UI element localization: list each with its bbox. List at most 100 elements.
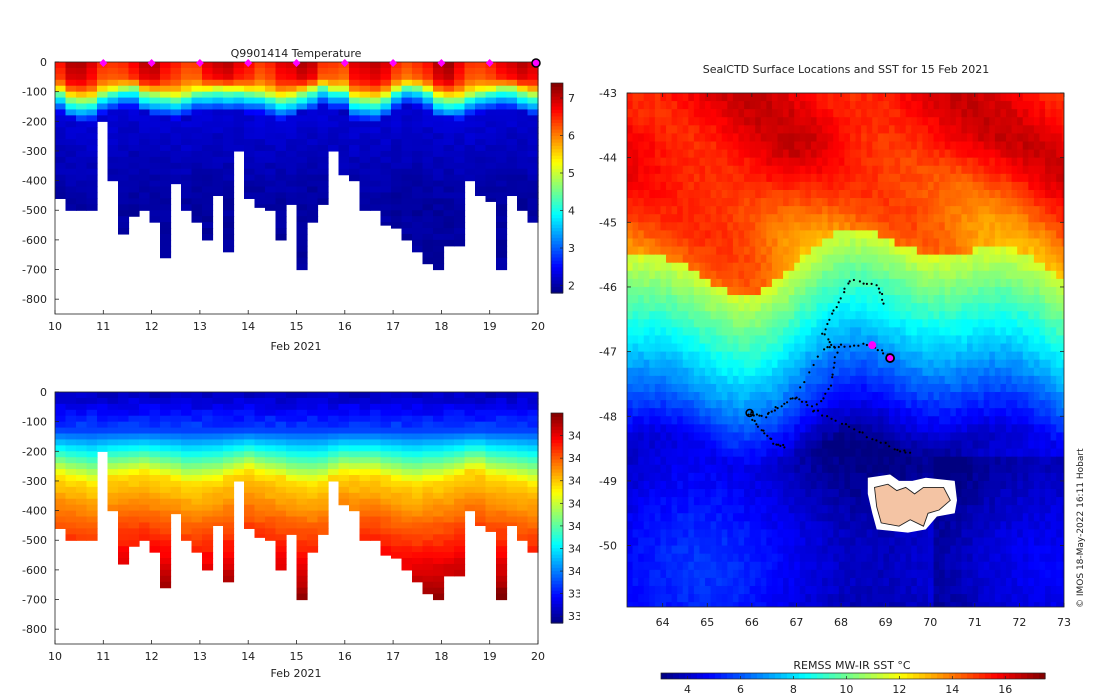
- sst-cell: [727, 101, 734, 110]
- sst-cell: [805, 125, 812, 135]
- sst-cell: [955, 278, 963, 288]
- sst-cell: [693, 286, 701, 296]
- sst-cell: [671, 125, 678, 135]
- colorbar-step: [551, 504, 563, 509]
- section-cell: [233, 103, 245, 111]
- section-cell: [475, 109, 487, 116]
- section-cell: [202, 204, 214, 211]
- section-cell: [527, 540, 539, 547]
- sst-cell: [666, 198, 673, 207]
- section-cell: [496, 257, 508, 265]
- section-cell: [65, 409, 77, 417]
- y-tick-label: -200: [22, 115, 47, 128]
- sst-cell: [794, 254, 801, 264]
- section-cell: [55, 522, 67, 529]
- sst-cell: [771, 181, 779, 191]
- sst-cell: [911, 189, 918, 199]
- section-cell: [265, 162, 277, 170]
- sst-cell: [927, 189, 935, 199]
- section-cell: [380, 204, 392, 211]
- section-cell: [139, 392, 151, 399]
- section-cell: [443, 451, 455, 458]
- section-cell: [139, 162, 151, 170]
- section-cell: [412, 534, 424, 541]
- sst-cell: [916, 181, 924, 191]
- section-cell: [181, 534, 193, 541]
- sst-cell: [833, 262, 840, 272]
- sst-cell: [738, 278, 745, 288]
- sst-cell: [894, 295, 901, 304]
- sst-cell: [888, 238, 896, 248]
- sst-cell: [627, 278, 634, 288]
- sst-cell: [1028, 230, 1035, 240]
- section-cell: [160, 127, 172, 134]
- sst-cell: [944, 181, 952, 191]
- section-cell: [307, 475, 319, 482]
- sst-cell: [827, 117, 835, 127]
- section-cell: [149, 540, 161, 547]
- sst-cell: [721, 173, 729, 183]
- section-cell: [443, 115, 455, 122]
- sst-cell: [799, 270, 807, 280]
- section-cell: [359, 516, 371, 524]
- sst-cell: [1011, 262, 1018, 272]
- section-cell: [254, 498, 266, 506]
- sst-cell: [1028, 206, 1035, 216]
- sst-cell: [771, 198, 779, 207]
- section-cell: [191, 133, 203, 140]
- section-cell: [275, 516, 287, 524]
- sst-cell: [927, 214, 935, 224]
- sst-cell: [666, 230, 673, 240]
- sst-cell: [822, 181, 829, 191]
- section-cell: [128, 174, 140, 182]
- sst-cell: [721, 198, 729, 207]
- sst-cell: [660, 157, 667, 167]
- section-cell: [76, 85, 88, 93]
- section-cell: [275, 228, 287, 235]
- y-tick-label: 0: [40, 386, 47, 399]
- sst-cell: [888, 319, 896, 329]
- section-cell: [202, 469, 214, 476]
- section-cell: [107, 162, 119, 170]
- sst-cell: [911, 319, 918, 329]
- sst-cell: [660, 214, 667, 224]
- section-cell: [401, 433, 413, 441]
- section-cell: [202, 67, 214, 75]
- section-cell: [286, 475, 298, 482]
- section-cell: [86, 162, 98, 170]
- section-cell: [380, 498, 392, 506]
- sst-cell: [967, 214, 974, 224]
- section-cell: [412, 522, 424, 529]
- colorbar-step: [551, 135, 563, 140]
- sst-cell: [1028, 311, 1035, 321]
- sst-cell: [710, 303, 717, 313]
- sst-cell: [643, 149, 651, 159]
- section-cell: [254, 510, 266, 518]
- sst-cell: [783, 165, 790, 175]
- section-cell: [433, 216, 445, 223]
- sst-cell: [849, 278, 857, 288]
- section-cell: [370, 403, 382, 411]
- section-cell: [443, 168, 455, 176]
- section-cell: [160, 498, 172, 506]
- section-cell: [244, 403, 256, 411]
- sst-cell: [872, 165, 879, 175]
- sst-cell: [716, 222, 723, 232]
- section-cell: [517, 79, 529, 87]
- sst-cell: [872, 206, 879, 216]
- section-cell: [296, 133, 308, 140]
- sst-cell: [810, 133, 818, 143]
- sst-map-chart: SealCTD Surface Locations and SST for 15…: [599, 63, 1086, 696]
- sst-cell: [749, 270, 756, 280]
- section-cell: [286, 168, 298, 176]
- section-cell: [191, 210, 203, 217]
- sst-cell: [677, 157, 684, 167]
- sst-cell: [654, 222, 662, 232]
- colorbar-step: [551, 586, 563, 591]
- section-cell: [86, 504, 98, 512]
- section-cell: [433, 558, 445, 565]
- sst-cell: [883, 141, 890, 151]
- sst-cell: [1061, 230, 1064, 240]
- sst-cell: [877, 295, 885, 304]
- sst-cell: [855, 311, 862, 321]
